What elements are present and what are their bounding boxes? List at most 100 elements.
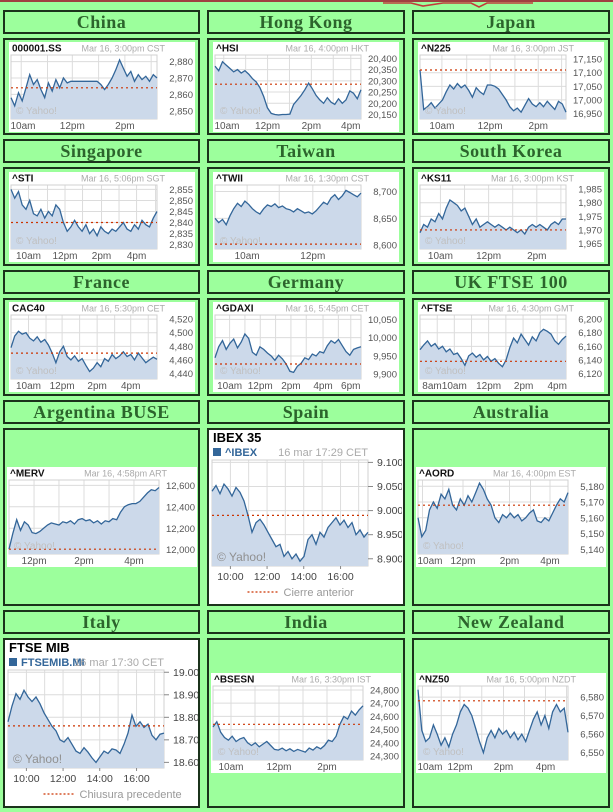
y-axis-label: 18.800 — [173, 712, 198, 724]
y-axis-label: 24,700 — [370, 699, 399, 710]
x-axis-label: 4pm — [536, 762, 555, 773]
price-line — [7, 487, 159, 550]
x-axis-label: 12pm — [59, 121, 84, 132]
x-axis-label: 12pm — [476, 251, 501, 262]
market-chart-south-korea[interactable]: © Yahoo! 1,985 1,980 1,975 1,970 1,965 10am 12p… — [418, 171, 604, 262]
chart-cell-south-korea: © Yahoo! 1,985 1,980 1,975 1,970 1,965 10am 12p… — [412, 167, 610, 266]
area-fill — [215, 189, 361, 249]
x-axis-label: 10am — [10, 121, 35, 132]
region-title: Spain — [282, 401, 330, 422]
chart-cell-italy: © Yahoo! 19.000 18.900 18.800 18.700 18.600 10… — [3, 638, 200, 808]
market-chart-new-zealand[interactable]: © Yahoo! 6,580 6,570 6,560 6,550 10am 12pm 2pm 4… — [416, 673, 606, 773]
price-line — [9, 188, 158, 237]
x-axis-label: 10am — [442, 381, 467, 392]
y-axis-label: 4,440 — [169, 369, 193, 380]
chart-symbol: ^N225 — [421, 43, 451, 54]
y-axis-label: 6,140 — [578, 355, 602, 366]
region-header-uk-ftse-100: UK FTSE 100 — [412, 270, 610, 294]
yahoo-watermark: © Yahoo! — [16, 366, 57, 377]
x-axis-label: 2pm — [87, 381, 106, 392]
x-axis-label: 4pm — [341, 121, 360, 132]
market-chart-australia[interactable]: © Yahoo! 5,180 5,170 5,160 5,150 5,140 10am 12p… — [416, 467, 606, 567]
x-axis-label: 4pm — [124, 556, 143, 567]
chart-symbol: ^HSI — [216, 43, 239, 54]
x-axis-label: 10am — [214, 121, 239, 132]
chart-cell-singapore: © Yahoo! 2,855 2,850 2,845 2,840 2,835 2,830 10… — [3, 167, 200, 266]
region-title: South Korea — [459, 140, 563, 161]
y-axis-label: 8,700 — [373, 186, 397, 197]
market-chart-argentina-buse[interactable]: © Yahoo! 12,600 12,400 12,200 12,000 12pm 2pm 4… — [6, 467, 197, 567]
y-axis-label: 5,140 — [580, 545, 604, 556]
chart-symbol: ^BSESN — [214, 675, 254, 686]
market-chart-france[interactable]: © Yahoo! 4,520 4,500 4,480 4,460 4,440 10am 12p… — [8, 302, 195, 392]
x-axis-label: 12pm — [478, 121, 503, 132]
market-chart-germany[interactable]: © Yahoo! 10,050 10,000 9,950 9,900 10am 12pm 2p… — [213, 302, 399, 392]
price-line — [417, 481, 569, 539]
market-chart-taiwan[interactable]: © Yahoo! 8,700 8,650 8,600 10am 12pm ^TWII Mar … — [213, 171, 399, 262]
price-line — [9, 330, 157, 373]
chart-cell-france: © Yahoo! 4,520 4,500 4,480 4,460 4,440 10am 12p… — [3, 298, 200, 396]
market-chart-spain[interactable]: © Yahoo! 9.100 9.050 9.000 8.950 8.900 10:00 12… — [209, 430, 402, 604]
region-header-india: India — [207, 610, 405, 634]
region-title: Italy — [82, 611, 121, 632]
region-header-france: France — [3, 270, 200, 294]
market-chart-hong-kong[interactable]: © Yahoo! 20,40020,35020,30020,25020,20020… — [213, 41, 399, 132]
market-chart-china[interactable]: © Yahoo! 2,880 2,870 2,860 2,850 10am 12pm 2pm 0… — [8, 41, 195, 132]
y-axis-label: 9.050 — [377, 481, 402, 493]
x-axis-label: 12pm — [255, 121, 280, 132]
price-line — [214, 332, 362, 374]
y-axis-label: 6,550 — [580, 748, 604, 759]
y-axis-label: 6,120 — [578, 369, 602, 380]
x-axis-label: 12pm — [476, 381, 501, 392]
y-axis-label: 2,860 — [169, 89, 193, 100]
x-axis-label: 12pm — [266, 762, 291, 773]
y-axis-label: 17,000 — [573, 95, 602, 106]
x-axis-label: 2pm — [281, 381, 300, 392]
yahoo-watermark: © Yahoo! — [14, 541, 55, 552]
yahoo-watermark: © Yahoo! — [423, 541, 464, 552]
region-header-singapore: Singapore — [3, 139, 200, 163]
y-axis-label: 2,845 — [169, 206, 193, 217]
y-axis-label: 4,480 — [169, 342, 193, 353]
chart-cell-hong-kong: © Yahoo! 20,400 20,350 20,300 20,250 20,200 20… — [207, 38, 405, 135]
y-axis-label: 12,200 — [165, 524, 194, 535]
market-chart-italy[interactable]: © Yahoo! 19.000 18.900 18.800 18.700 18.600 10… — [5, 640, 198, 806]
x-axis-label: 4pm — [126, 251, 145, 262]
y-axis-label: 6,580 — [580, 693, 604, 704]
y-axis-label: 1,965 — [578, 239, 602, 250]
yahoo-watermark: © Yahoo! — [220, 366, 261, 377]
x-axis-label: 2pm — [514, 381, 533, 392]
yahoo-watermark: © Yahoo! — [425, 236, 466, 247]
yahoo-watermark: © Yahoo! — [425, 366, 466, 377]
region-title: Japan — [486, 11, 536, 32]
legend-symbol: FTSEMIB.MI — [21, 657, 85, 669]
x-axis-label: 2pm — [74, 556, 93, 567]
x-axis-label: 12pm — [21, 556, 46, 567]
chart-timestamp: 16 mar 17:29 CET — [278, 447, 368, 459]
chart-cell-germany: © Yahoo! 10,050 10,000 9,950 9,900 10am 12pm 2p… — [207, 298, 405, 396]
x-axis-label: 12pm — [447, 762, 472, 773]
region-title: New Zealand — [457, 611, 565, 632]
y-axis-label: 5,160 — [580, 513, 604, 524]
x-axis-label: 12pm — [52, 251, 77, 262]
y-axis-label: 5,180 — [580, 482, 604, 493]
region-header-taiwan: Taiwan — [207, 139, 405, 163]
yahoo-watermark: © Yahoo! — [423, 747, 464, 758]
y-axis-label: 6,180 — [578, 328, 602, 339]
yahoo-watermark: © Yahoo! — [218, 747, 259, 758]
x-axis-label: 2pm — [500, 556, 519, 567]
yahoo-watermark: © Yahoo! — [220, 106, 261, 117]
chart-symbol: ^STI — [12, 173, 34, 184]
area-fill — [418, 689, 568, 760]
y-axis-label: 12,600 — [165, 481, 194, 492]
x-axis-label: 12:00 — [254, 571, 280, 583]
price-line — [9, 57, 157, 108]
market-chart-japan[interactable]: © Yahoo! 17,150 17,100 17,050 17,000 16,950 10… — [418, 41, 604, 132]
chart-symbol: ^MERV — [10, 469, 45, 480]
market-chart-uk-ftse-100[interactable]: © Yahoo! 6,200 6,180 6,160 6,140 6,120 8am 10am… — [418, 302, 604, 392]
chart-timestamp: Mar 16, 3:00pm JST — [492, 43, 574, 53]
chart-symbol: ^AORD — [419, 469, 454, 480]
market-chart-india[interactable]: © Yahoo! 24,800 24,700 24,600 24,500 24,400 24… — [211, 673, 401, 773]
y-axis-label: 10,000 — [368, 333, 397, 344]
